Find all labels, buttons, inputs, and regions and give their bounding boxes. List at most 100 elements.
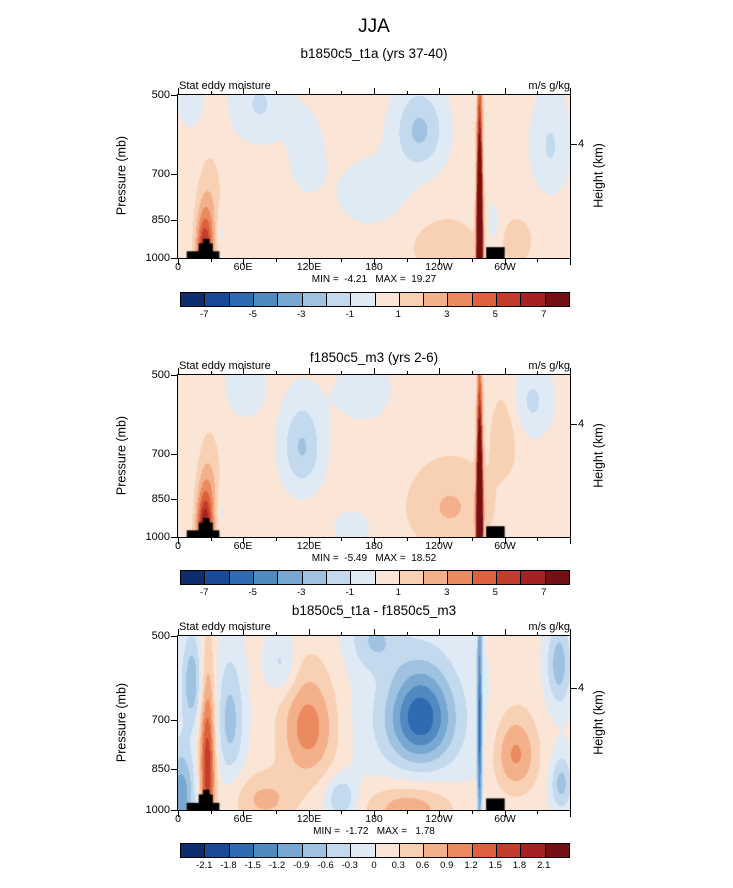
lon-tick-label: 60E (233, 540, 253, 552)
pressure-tick-label: 850 (151, 763, 170, 775)
axis-tick (341, 538, 343, 541)
axis-tick (406, 632, 408, 635)
colorbar-box (544, 571, 569, 584)
axis-tick (171, 769, 177, 771)
axis-tick (341, 632, 343, 635)
lon-tick-label: 180 (365, 813, 383, 825)
colorbar-box (228, 844, 253, 857)
axis-tick (341, 371, 343, 374)
axis-tick (243, 368, 245, 374)
axis-tick (210, 538, 212, 541)
axis-tick (406, 91, 408, 94)
axis-tick (276, 632, 277, 635)
panel-1-variable-label: Stat eddy moisture (179, 80, 271, 92)
pressure-tick-label: 700 (151, 714, 170, 726)
colorbar-tick-label: -2.1 (196, 860, 213, 871)
colorbar-box (398, 844, 424, 857)
axis-tick (210, 371, 212, 374)
colorbar-box (398, 293, 424, 306)
axis-tick (439, 811, 441, 817)
height-axis-title: Height (km) (591, 690, 606, 755)
colorbar-box (471, 844, 497, 857)
axis-tick (308, 259, 310, 265)
lon-tick-label: 120W (425, 813, 453, 825)
axis-tick (571, 423, 577, 425)
colorbar-box (277, 293, 302, 306)
axis-tick (341, 811, 343, 814)
axis-tick (243, 811, 245, 817)
axis-tick (472, 259, 473, 262)
colorbar-box (374, 844, 399, 857)
panel-2-units-label: m/s g/kg (528, 360, 570, 372)
panel-2-variable-label: Stat eddy moisture (179, 360, 271, 372)
axis-tick (171, 810, 177, 811)
pressure-tick-label: 850 (151, 493, 170, 505)
axis-tick (439, 368, 441, 374)
colorbar-tick-label: -3 (297, 587, 306, 598)
colorbar-box (350, 571, 375, 584)
height-tick-label: 4 (578, 682, 585, 694)
axis-tick (178, 811, 179, 817)
axis-tick (178, 259, 179, 265)
colorbar-box (544, 293, 569, 306)
colorbar-box (301, 571, 326, 584)
colorbar-tick-label: -1.5 (244, 860, 261, 871)
axis-tick (439, 629, 441, 635)
axis-tick (308, 629, 310, 635)
axis-tick (472, 632, 473, 635)
axis-tick (571, 688, 577, 690)
pressure-tick-label: 700 (151, 448, 170, 460)
pressure-tick-label: 500 (151, 369, 170, 381)
axis-tick (374, 811, 375, 817)
axis-tick (210, 259, 212, 262)
colorbar-tick-label: -5 (248, 587, 257, 598)
pressure-tick-label: 500 (151, 89, 170, 101)
lon-tick-label: 60W (494, 540, 516, 552)
colorbar-box (204, 571, 229, 584)
panel-1-units-label: m/s g/kg (528, 80, 570, 92)
colorbar-box (301, 844, 326, 857)
colorbar-box (374, 293, 399, 306)
axis-tick (570, 259, 571, 265)
lon-tick-label: 60E (233, 813, 253, 825)
colorbar-tick-label: 1.5 (488, 860, 502, 871)
colorbar-box (181, 571, 205, 584)
axis-tick (537, 91, 539, 94)
colorbar-tick-label: -5 (248, 309, 257, 320)
axis-tick (406, 371, 408, 374)
axis-tick (439, 259, 441, 265)
lon-tick-label: 180 (365, 540, 383, 552)
pressure-axis-title: Pressure (mb) (114, 682, 129, 763)
axis-tick (570, 368, 571, 374)
axis-tick (243, 88, 245, 94)
axis-tick (504, 538, 506, 544)
colorbar-box (423, 844, 448, 857)
colorbar-box (544, 844, 569, 857)
colorbar-tick-label: 0.3 (391, 860, 405, 871)
axis-tick (537, 371, 539, 374)
colorbar-tick-label: -3 (297, 309, 306, 320)
colorbar-box (325, 571, 351, 584)
axis-tick (243, 259, 245, 265)
axis-tick (406, 259, 408, 262)
panel-3-minmax: MIN = -1.72 MAX = 1.78 (313, 826, 435, 837)
height-tick-label: 4 (578, 418, 585, 430)
axis-tick (537, 811, 539, 814)
figure-title: JJA (358, 16, 390, 37)
colorbar-box (447, 293, 472, 306)
axis-tick (171, 258, 177, 259)
axis-tick (171, 375, 177, 376)
colorbar-box (204, 844, 229, 857)
axis-tick (308, 538, 310, 544)
axis-tick (504, 259, 506, 265)
colorbar-tick-label: -7 (200, 309, 209, 320)
colorbar-tick-label: 7 (541, 587, 547, 598)
colorbar-box (496, 844, 521, 857)
colorbar-box (252, 571, 278, 584)
panel-3-variable-label: Stat eddy moisture (179, 621, 271, 633)
axis-tick (341, 91, 343, 94)
axis-tick (472, 811, 473, 814)
pressure-tick-label: 1000 (145, 252, 170, 264)
colorbar-box (325, 844, 351, 857)
